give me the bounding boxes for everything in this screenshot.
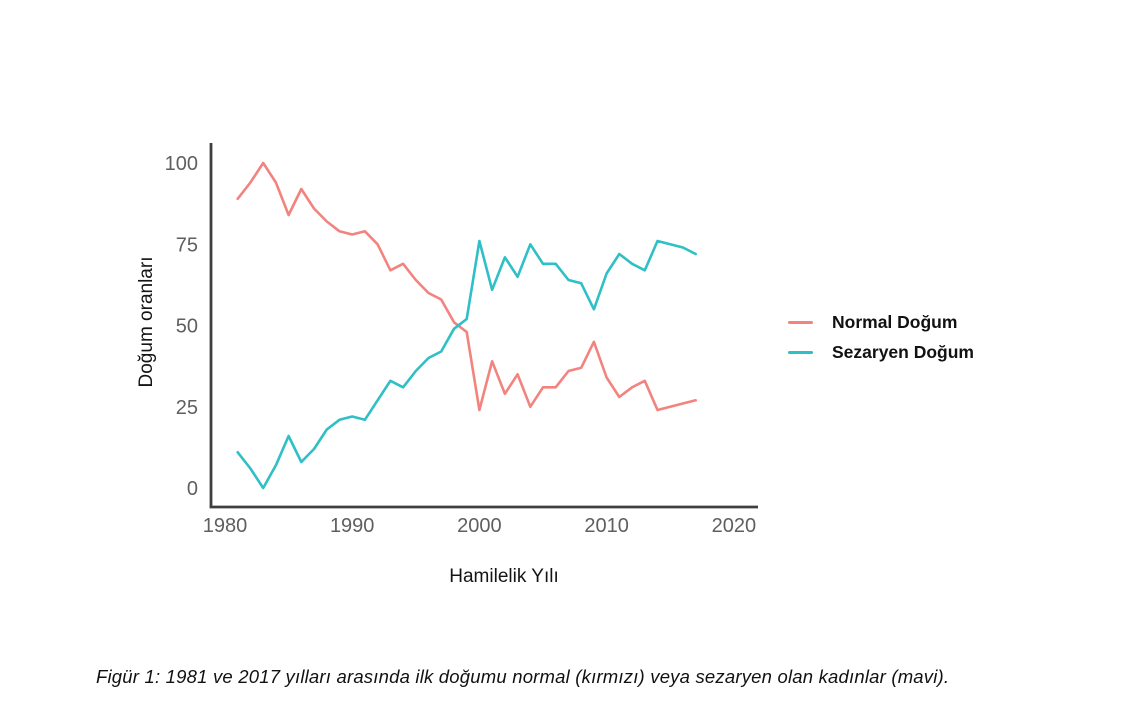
sezaryen-dogum-line	[236, 239, 698, 490]
figure-caption: Figür 1: 1981 ve 2017 yılları arasında i…	[96, 666, 950, 687]
legend-item-sezaryen-dogum: Sezaryen Doğum	[788, 342, 974, 363]
x-tick-label-2000: 2000	[457, 515, 502, 537]
legend-item-normal-dogum: Normal Doğum	[788, 312, 974, 333]
x-tick-label-1980: 1980	[203, 515, 248, 537]
x-tick-label-1990: 1990	[330, 515, 375, 537]
sezaryen-dogum-line-swatch	[788, 351, 813, 354]
x-tick-label-2020: 2020	[712, 515, 757, 537]
y-tick-label-75: 75	[176, 234, 198, 256]
legend: Normal Doğum Sezaryen Doğum	[788, 312, 974, 363]
normal-dogum-line-swatch	[788, 321, 813, 324]
y-axis-title: Doğum oranları	[136, 256, 157, 388]
y-tick-label-0: 0	[187, 478, 198, 500]
legend-label-normal-dogum: Normal Doğum	[832, 312, 958, 332]
y-tick-label-50: 50	[176, 316, 198, 338]
y-tick-label-100: 100	[165, 153, 198, 175]
legend-label-sezaryen-dogum: Sezaryen Doğum	[832, 342, 974, 362]
x-axis-title: Hamilelik Yılı	[449, 566, 559, 587]
normal-dogum-line	[236, 161, 698, 412]
y-tick-label-25: 25	[176, 397, 198, 419]
x-tick-label-2010: 2010	[584, 515, 629, 537]
